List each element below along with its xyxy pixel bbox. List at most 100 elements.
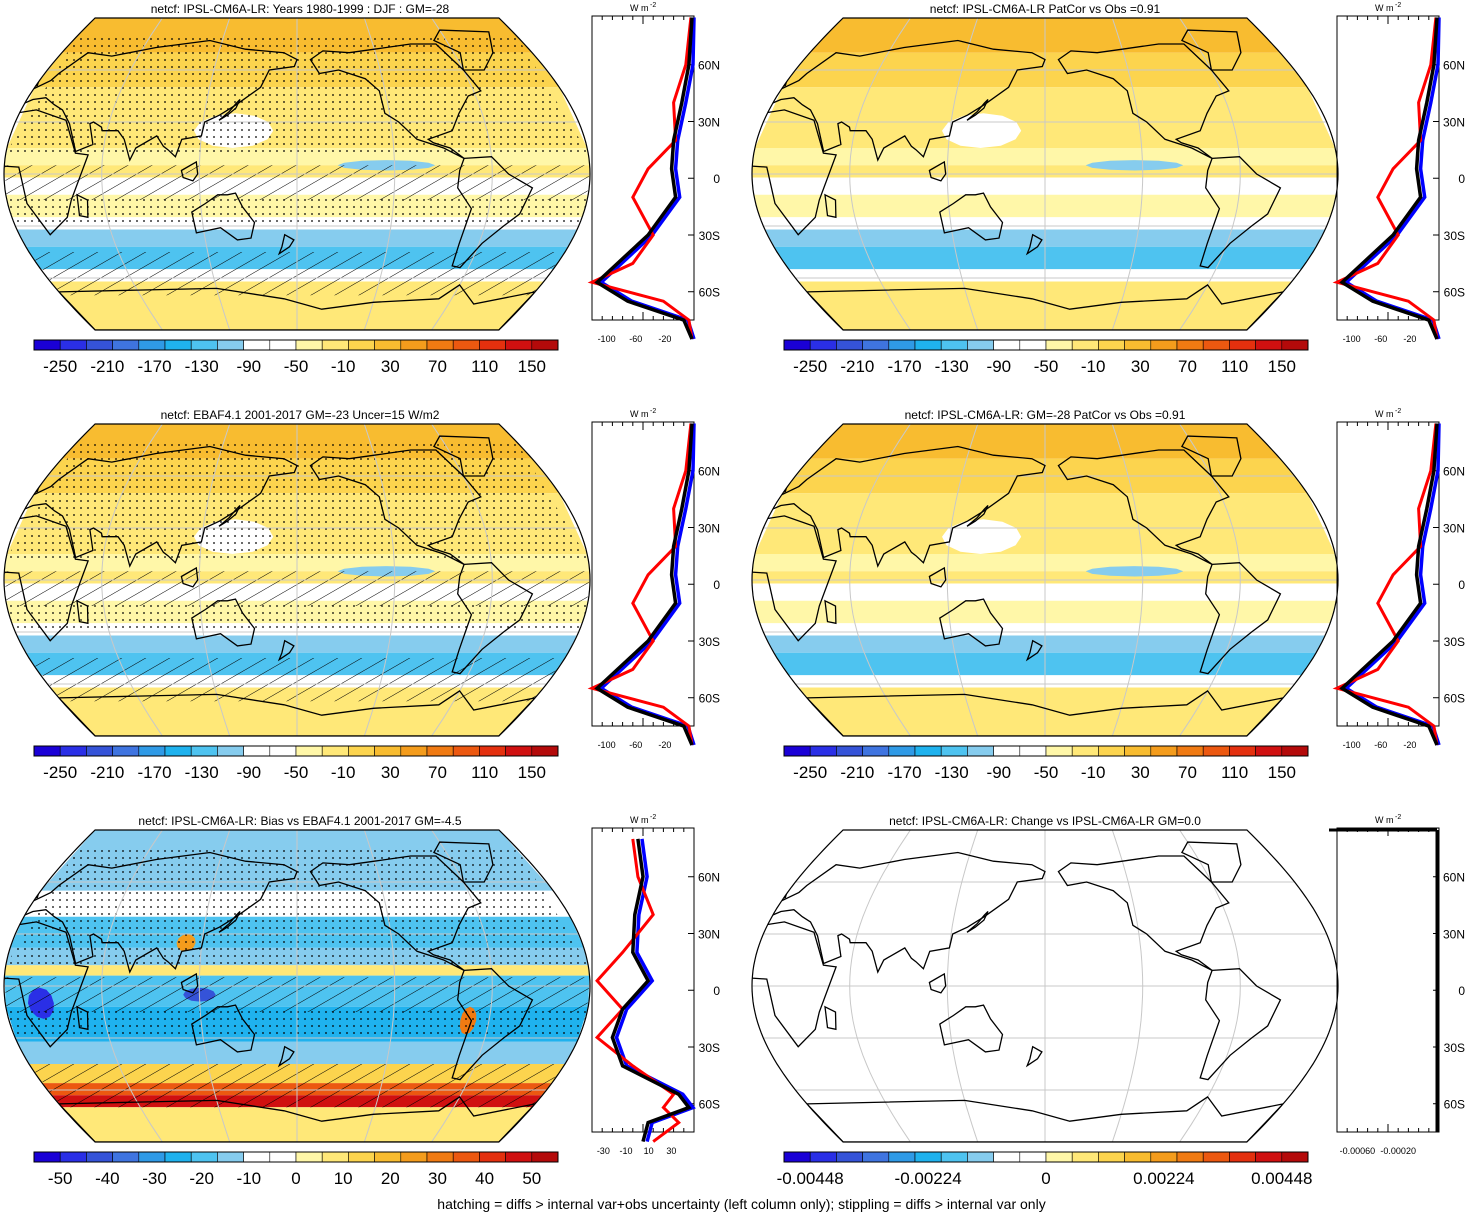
zonal-lat-label: 0: [1458, 172, 1465, 186]
meridian-line: [1111, 424, 1144, 736]
colorbar-tick-label: 110: [471, 357, 498, 376]
map-field: [752, 830, 1338, 1142]
coastline-new-zealand: [1025, 233, 1043, 256]
colorbar-tick-label: 30: [381, 357, 400, 376]
zonal-x-tick-label: -100: [598, 740, 616, 750]
colorbar-swatch: [1124, 745, 1152, 757]
colorbar-swatch: [426, 339, 454, 351]
coastline-europe-asia: [4, 39, 298, 162]
coastline-greenland: [1180, 435, 1242, 477]
coastline-south-america: [451, 156, 534, 269]
colorbar-swatch: [33, 339, 61, 351]
footer-note: hatching = diffs > internal var+obs unce…: [437, 1196, 1046, 1212]
zonal-series-obs: [587, 17, 694, 340]
colorbar-swatch: [993, 745, 1021, 757]
meridian-line: [849, 830, 911, 1142]
colorbar-swatch: [243, 1151, 271, 1163]
coastline-australia: [939, 598, 1004, 647]
coastline-europe-asia: [4, 445, 298, 568]
zonal-x-tick-label: -60: [629, 334, 642, 344]
zonal-lat-label: 60S: [1444, 692, 1465, 706]
colorbar-tick-label: -90: [237, 763, 262, 782]
map-outline: [3, 829, 591, 1143]
colorbar-swatch: [426, 745, 454, 757]
panel-bias: netcf: IPSL-CM6A-LR: Bias vs EBAF4.1 200…: [0, 812, 740, 1212]
coastline-africa: [752, 921, 837, 1048]
colorbar-tick-label: -10: [331, 357, 356, 376]
colorbar-swatch: [348, 1151, 375, 1163]
zonal-series-obs: [1332, 423, 1439, 746]
zonal-series-mean: [610, 838, 692, 1143]
robinson-map: [751, 829, 1339, 1143]
colorbar-tick-label: -10: [1081, 357, 1106, 376]
colorbar-swatch: [295, 339, 323, 351]
zonal-lat-label: 30N: [1443, 115, 1465, 129]
zonal-x-tick-label: -10: [619, 1146, 632, 1156]
meridian-line: [946, 424, 979, 736]
colorbar-swatch: [1281, 1151, 1309, 1163]
zonal-x-tick-label: -20: [1403, 334, 1416, 344]
meridian-line: [198, 18, 231, 330]
colorbar-swatch: [1071, 1151, 1099, 1163]
colorbar: -250 -210 -170 -130 -90 -50 -10 30 70 110 150: [33, 745, 559, 782]
coastline-new-zealand: [1025, 639, 1043, 662]
panel-model-djf: netcf: IPSL-CM6A-LR: Years 1980-1999 : D…: [0, 0, 740, 400]
coastlines: [4, 29, 537, 330]
colorbar-tick-label: 150: [518, 357, 546, 376]
colorbar-swatch: [531, 745, 559, 757]
map-field: [752, 424, 1338, 736]
coastlines: [752, 29, 1285, 330]
colorbar-tick-label: 10: [334, 1169, 353, 1188]
colorbar: -50 -40 -30 -20 -10 0 10 20 30 40 50: [33, 1151, 559, 1188]
colorbar-swatch: [86, 745, 113, 757]
zonal-x-tick-label: -20: [658, 334, 671, 344]
zonal-x-tick-label: -20: [658, 740, 671, 750]
coastline-madagascar: [76, 193, 89, 219]
coastline-greenland: [1180, 29, 1242, 71]
colorbar-swatch: [888, 339, 916, 351]
colorbar-tick-label: 30: [428, 1169, 447, 1188]
colorbar-tick-label: -20: [189, 1169, 214, 1188]
colorbar: -250 -210 -170 -130 -90 -50 -10 30 70 110 150: [33, 339, 559, 376]
zonal-lat-label: 60S: [699, 286, 720, 300]
colorbar-swatch: [243, 745, 271, 757]
colorbar-tick-label: -210: [840, 357, 874, 376]
colorbar-tick-label: -210: [90, 357, 124, 376]
zonal-unit-exponent: -2: [1395, 408, 1401, 415]
colorbar-swatch: [1019, 745, 1047, 757]
coastline-antarctica: [57, 284, 537, 330]
colorbar-swatch: [59, 745, 87, 757]
colorbar-swatch: [914, 745, 942, 757]
colorbar-swatch: [112, 1151, 140, 1163]
colorbar-swatch: [940, 745, 968, 757]
coastline-africa: [752, 109, 837, 236]
zonal-unit-exponent: -2: [650, 2, 656, 9]
panel-obs-ebaf: netcf: EBAF4.1 2001-2017 GM=-23 Uncer=15…: [0, 406, 740, 806]
colorbar-swatch: [59, 339, 87, 351]
meridian-line: [849, 18, 911, 330]
colorbar-swatch: [1071, 339, 1099, 351]
coastline-new-zealand: [277, 1045, 295, 1068]
colorbar-swatch: [1124, 1151, 1152, 1163]
coastline-madagascar: [824, 599, 837, 625]
panel-model-patcor: netcf: IPSL-CM6A-LR PatCor vs Obs =0.91 …: [745, 0, 1483, 400]
coastline-north-america: [309, 449, 482, 565]
coastline-japan: [218, 505, 241, 527]
meridian-line: [101, 18, 163, 330]
zonal-unit-exponent: -2: [1395, 814, 1401, 821]
colorbar-tick-label: 0.00224: [1133, 1169, 1194, 1188]
colorbar-swatch: [452, 745, 480, 757]
colorbar-swatch: [400, 745, 428, 757]
zonal-series-mean: [1339, 423, 1439, 746]
zonal-lat-label: 60S: [1444, 286, 1465, 300]
coastline-madagascar: [76, 599, 89, 625]
colorbar-tick-label: -10: [331, 763, 356, 782]
colorbar-tick-label: -50: [1034, 357, 1059, 376]
colorbar-swatch: [138, 339, 166, 351]
colorbar-tick-label: -50: [284, 763, 309, 782]
map-outline: [751, 423, 1339, 737]
colorbar-swatch: [217, 745, 244, 757]
zonal-lat-label: 0: [713, 578, 720, 592]
robinson-map: [751, 17, 1339, 331]
colorbar-tick-label: 150: [518, 763, 546, 782]
